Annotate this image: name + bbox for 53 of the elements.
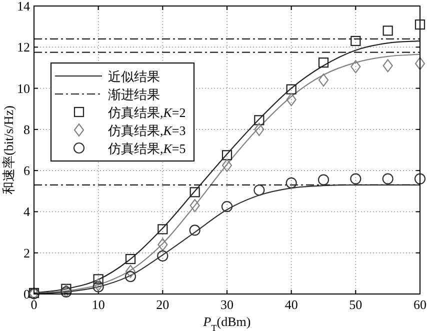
point	[414, 57, 426, 70]
y-tick-label: 4	[24, 204, 30, 220]
point	[318, 174, 330, 186]
point	[350, 60, 361, 74]
point	[157, 250, 168, 262]
x-tick-label: 40	[284, 297, 298, 312]
point	[93, 278, 104, 292]
legend-label: 仿真结果,K=2	[107, 105, 186, 120]
point	[382, 26, 393, 36]
y-tick-label: 2	[24, 245, 30, 260]
point	[318, 74, 329, 87]
y-tick-label: 6	[24, 163, 30, 178]
x-tick-label: 30	[220, 297, 234, 312]
point	[254, 115, 264, 126]
legend-label: 近似结果	[108, 69, 160, 84]
point	[254, 184, 265, 196]
point	[382, 59, 393, 72]
y-tick-label: 12	[17, 40, 30, 55]
x-tick-label: 60	[414, 297, 426, 312]
point	[125, 254, 136, 264]
y-tick-label: 8	[24, 122, 30, 137]
point	[190, 198, 200, 212]
point	[254, 122, 264, 136]
point	[318, 58, 329, 68]
point	[286, 93, 296, 106]
y-axis-title: 和速率(bit/s/Hz)	[1, 106, 16, 194]
point	[286, 177, 297, 188]
x-tick-label: 20	[156, 297, 170, 312]
point	[222, 158, 232, 172]
y-tick-label: 14	[17, 0, 30, 14]
legend-label: 渐进结果	[108, 87, 160, 102]
legend-label: 仿真结果,K=5	[107, 141, 186, 156]
point	[93, 274, 104, 284]
point	[125, 264, 136, 278]
point	[189, 224, 200, 236]
y-tick-label: 10	[17, 80, 30, 96]
point	[124, 270, 136, 282]
point	[350, 36, 361, 46]
point	[221, 201, 233, 212]
point	[158, 238, 168, 252]
point	[286, 84, 296, 94]
point	[92, 281, 104, 292]
point	[414, 19, 426, 30]
x-tick-label: 10	[92, 297, 105, 312]
x-tick-label: 50	[349, 297, 362, 312]
point	[350, 173, 362, 184]
point	[382, 173, 394, 184]
point	[158, 224, 168, 234]
point	[190, 187, 200, 198]
x-axis-title: P$_{T}$(dBm)	[202, 314, 251, 331]
point	[222, 150, 232, 160]
legend-label: 仿真结果,K=3	[107, 123, 186, 138]
point	[414, 173, 426, 184]
